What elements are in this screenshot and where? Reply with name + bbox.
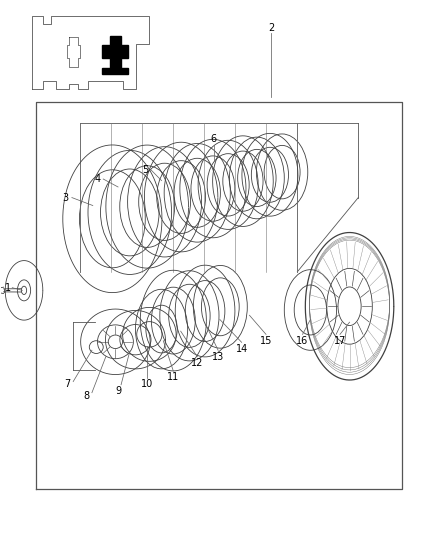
Text: 16: 16 — [297, 336, 309, 346]
Text: 13: 13 — [212, 352, 224, 361]
Polygon shape — [102, 36, 128, 68]
Text: 15: 15 — [260, 336, 272, 346]
Text: 10: 10 — [141, 379, 153, 389]
Text: 5: 5 — [142, 165, 148, 175]
Text: 6: 6 — [211, 134, 217, 144]
Text: 4: 4 — [94, 174, 100, 184]
Text: 8: 8 — [83, 391, 89, 401]
Text: 12: 12 — [191, 358, 203, 368]
Text: 14: 14 — [236, 344, 248, 354]
Text: 17: 17 — [334, 336, 346, 346]
Text: 1: 1 — [5, 282, 11, 293]
Polygon shape — [102, 68, 128, 74]
Text: 7: 7 — [64, 379, 71, 389]
Text: 3: 3 — [63, 192, 69, 203]
Text: 11: 11 — [167, 372, 180, 382]
Text: 2: 2 — [268, 23, 274, 33]
Text: 9: 9 — [115, 386, 121, 396]
